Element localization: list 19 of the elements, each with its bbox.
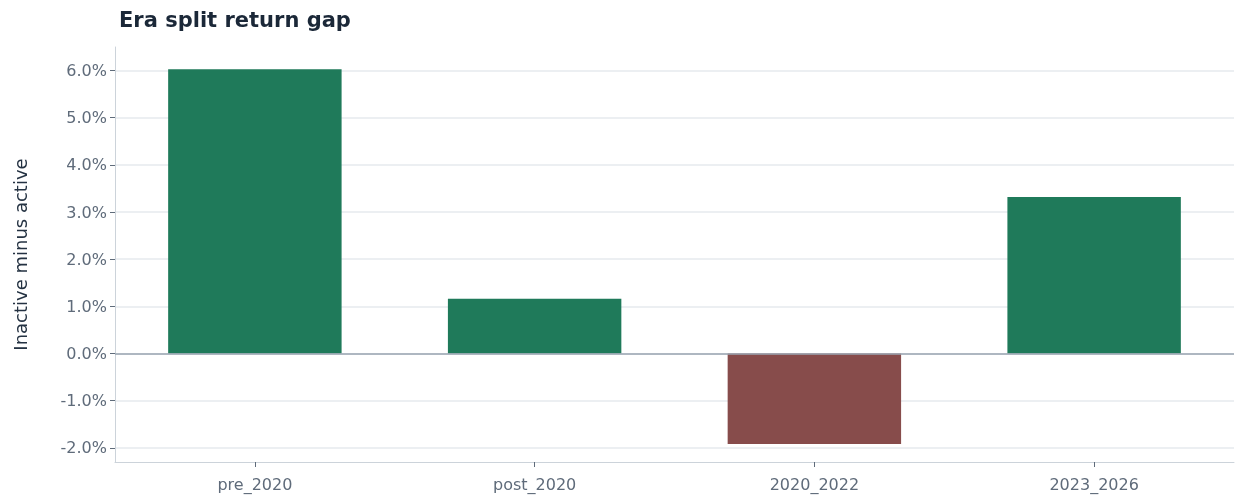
y-tick-label: 2.0% — [66, 249, 107, 269]
y-tick-label: 3.0% — [66, 202, 107, 222]
y-tick-label: -2.0% — [60, 438, 107, 458]
y-tick-label: 4.0% — [66, 155, 107, 175]
bar — [168, 69, 342, 354]
bar — [1007, 196, 1181, 354]
x-tick-label: pre_2020 — [217, 474, 293, 495]
bar — [447, 298, 622, 354]
y-tick-label: 1.0% — [66, 296, 107, 316]
y-tick-label: -1.0% — [60, 391, 107, 411]
y-axis-title: Inactive minus active — [9, 158, 31, 351]
x-tick-label: 2023_2026 — [1049, 474, 1139, 495]
y-tick-label: 6.0% — [66, 61, 107, 81]
x-tick-label: post_2020 — [492, 474, 577, 495]
chart-title: Era split return gap — [119, 7, 351, 32]
bar — [727, 353, 902, 445]
x-tick-label: 2020_2022 — [769, 474, 860, 495]
y-tick-label: 5.0% — [66, 108, 107, 128]
y-tick-label: 0.0% — [66, 344, 107, 364]
